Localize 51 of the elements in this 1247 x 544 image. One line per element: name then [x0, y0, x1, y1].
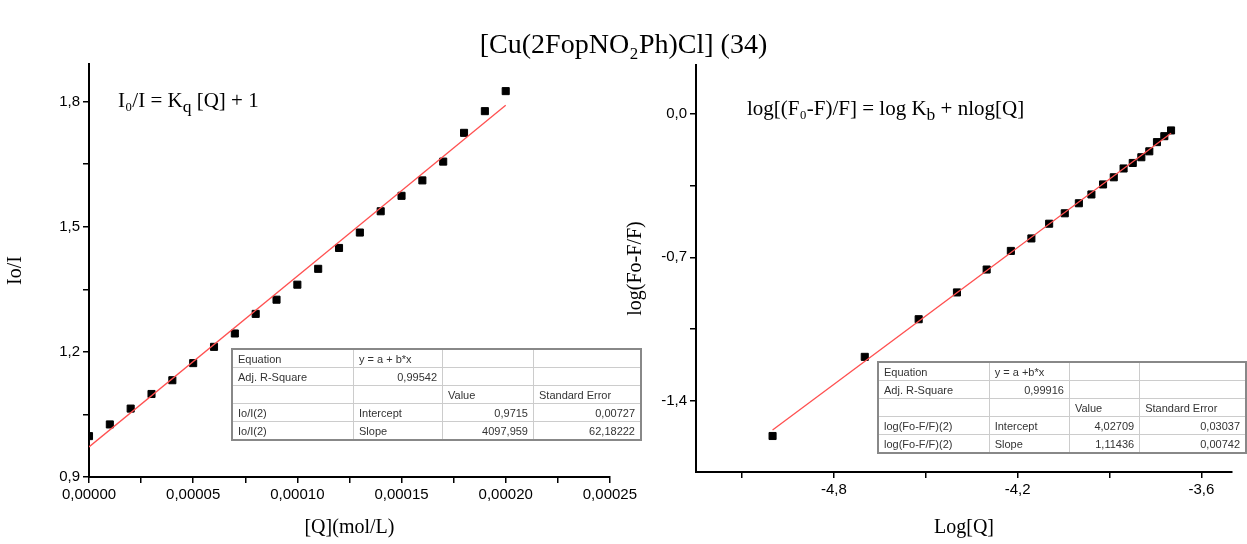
annotation: y = a + b*x [353, 349, 443, 368]
annotation: I₀/I = K$_{q}$ [Q] + 1 [118, 88, 259, 118]
x-tick-label: 0,00015 [374, 485, 429, 503]
y-axis-title: Io/I [3, 256, 26, 285]
annotation: Intercept [989, 416, 1070, 435]
annotation: 0,99542 [353, 367, 443, 386]
annotation: log(Fo-F/F)(2) [878, 416, 990, 435]
y-axis-title: log(Fo-F/F) [623, 221, 647, 316]
annotation: Io/I(2) [232, 403, 354, 422]
x-tick-label: -4,8 [820, 480, 847, 498]
annotation: Value [442, 385, 534, 404]
annotation: Io/I(2) [232, 421, 354, 440]
annotation: log[(F₀-F)/F] = log K$_{b}$ + nlog[Q] [747, 96, 1025, 126]
y-tick-label: 0,0 [666, 104, 687, 122]
y-tick-label: -0,7 [661, 247, 687, 265]
y-tick-label: -1,4 [661, 390, 687, 408]
x-axis-title: Log[Q] [934, 515, 994, 539]
annotation: log(Fo-F/F)(2) [878, 434, 990, 453]
annotation: 0,03037 [1139, 416, 1246, 435]
annotation: 0,00742 [1139, 434, 1246, 453]
x-tick-label: 0,00000 [61, 485, 117, 503]
annotation: 0,9715 [442, 403, 534, 422]
annotation: Adj. R-Square [232, 367, 354, 386]
annotation: 0,00727 [533, 403, 641, 422]
annotation: Standard Error [1139, 398, 1246, 417]
annotation: 1,11436 [1069, 434, 1140, 453]
x-tick-label: -4,2 [1004, 480, 1031, 498]
annotation: 0,99916 [989, 380, 1070, 399]
x-axis-title: [Q](mol/L) [304, 515, 395, 539]
y-tick-label: 0,9 [59, 467, 80, 485]
chart-title: [Cu(2FopNO₂Ph)Cl] (34) [478, 28, 769, 60]
x-tick-label: 0,00025 [582, 485, 638, 503]
x-tick-label: 0,00020 [478, 485, 533, 503]
annotation: Standard Error [533, 385, 641, 404]
x-tick-label: -3,6 [1188, 480, 1215, 498]
annotation: 4097,959 [442, 421, 534, 440]
annotation: 62,18222 [533, 421, 641, 440]
annotation: Intercept [353, 403, 443, 422]
y-tick-label: 1,8 [59, 91, 80, 109]
annotation: Adj. R-Square [878, 380, 990, 399]
annotation: Equation [878, 362, 990, 381]
annotation: Slope [989, 434, 1070, 453]
y-tick-label: 1,2 [59, 341, 80, 359]
annotation: Equation [232, 349, 354, 368]
annotation: y = a +b*x [989, 362, 1070, 381]
annotation: 4,02709 [1069, 416, 1140, 435]
annotation: Slope [353, 421, 443, 440]
y-tick-label: 1,5 [59, 216, 80, 234]
x-tick-label: 0,00005 [166, 485, 221, 503]
annotation: Value [1069, 398, 1140, 417]
x-tick-label: 0,00010 [270, 485, 325, 503]
